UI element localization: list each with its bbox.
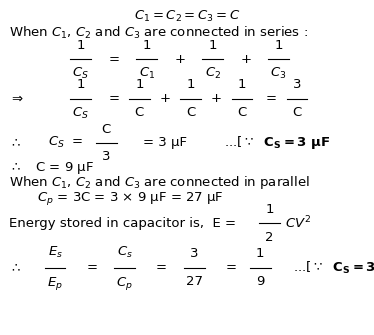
Text: ...[$\because$  $\mathbf{C_S = 3\ \mu F}$: ...[$\because$ $\mathbf{C_S = 3\ \mu F}$ [293,259,374,276]
Text: =: = [266,92,277,105]
Text: $C_S$  =: $C_S$ = [48,135,83,150]
Text: =: = [226,261,236,274]
Text: 1: 1 [142,39,151,52]
Text: $\therefore$: $\therefore$ [9,136,21,149]
Text: 3: 3 [293,78,301,91]
Text: 9: 9 [256,275,264,288]
Text: C: C [186,106,195,119]
Text: =: = [108,92,119,105]
Text: 1: 1 [256,248,264,260]
Text: C: C [237,106,246,119]
Text: $C_S$: $C_S$ [72,66,89,81]
Text: $CV^2$: $CV^2$ [285,215,311,231]
Text: C: C [292,106,301,119]
Text: +: + [159,92,171,105]
Text: ...[$\because$  $\mathbf{C_S = 3\ \mu F}$: ...[$\because$ $\mathbf{C_S = 3\ \mu F}$ [224,134,330,151]
Text: $E_p$: $E_p$ [47,275,63,292]
Text: Energy stored in capacitor is,  E =: Energy stored in capacitor is, E = [9,217,240,230]
Text: 1: 1 [208,39,217,52]
Text: 2: 2 [265,230,274,244]
Text: $\Rightarrow$: $\Rightarrow$ [9,92,24,105]
Text: =: = [108,53,119,66]
Text: C: C [135,106,144,119]
Text: 3: 3 [190,248,199,260]
Text: $\therefore$   C = 9 μF: $\therefore$ C = 9 μF [9,159,94,176]
Text: +: + [211,92,222,105]
Text: When $C_1$, $C_2$ and $C_3$ are connected in series :: When $C_1$, $C_2$ and $C_3$ are connecte… [9,25,308,41]
Text: C: C [102,123,111,136]
Text: = 3 μF: = 3 μF [143,136,187,149]
Text: $C_s$: $C_s$ [117,245,133,260]
Text: 1: 1 [76,39,85,52]
Text: $\therefore$: $\therefore$ [9,261,21,274]
Text: 1: 1 [238,78,246,91]
Text: 1: 1 [135,78,144,91]
Text: =: = [156,261,167,274]
Text: 1: 1 [275,39,283,52]
Text: +: + [174,53,185,66]
Text: +: + [240,53,251,66]
Text: $C_1$: $C_1$ [138,66,155,81]
Text: $C_p$: $C_p$ [116,275,133,292]
Text: $C_p$ = 3C = 3 × 9 μF = 27 μF: $C_p$ = 3C = 3 × 9 μF = 27 μF [37,190,223,207]
Text: =: = [86,261,97,274]
Text: 27: 27 [186,275,203,288]
Text: 1: 1 [265,203,274,216]
Text: 3: 3 [102,150,111,163]
Text: When $C_1$, $C_2$ and $C_3$ are connected in parallel: When $C_1$, $C_2$ and $C_3$ are connecte… [9,174,310,191]
Text: $C_S$: $C_S$ [72,106,89,121]
Text: 1: 1 [76,78,85,91]
Text: $C_1 = C_2 = C_3 = C$: $C_1 = C_2 = C_3 = C$ [134,9,240,24]
Text: 1: 1 [186,78,195,91]
Text: $C_2$: $C_2$ [205,66,221,81]
Text: $E_s$: $E_s$ [47,245,62,260]
Text: $C_3$: $C_3$ [270,66,287,81]
